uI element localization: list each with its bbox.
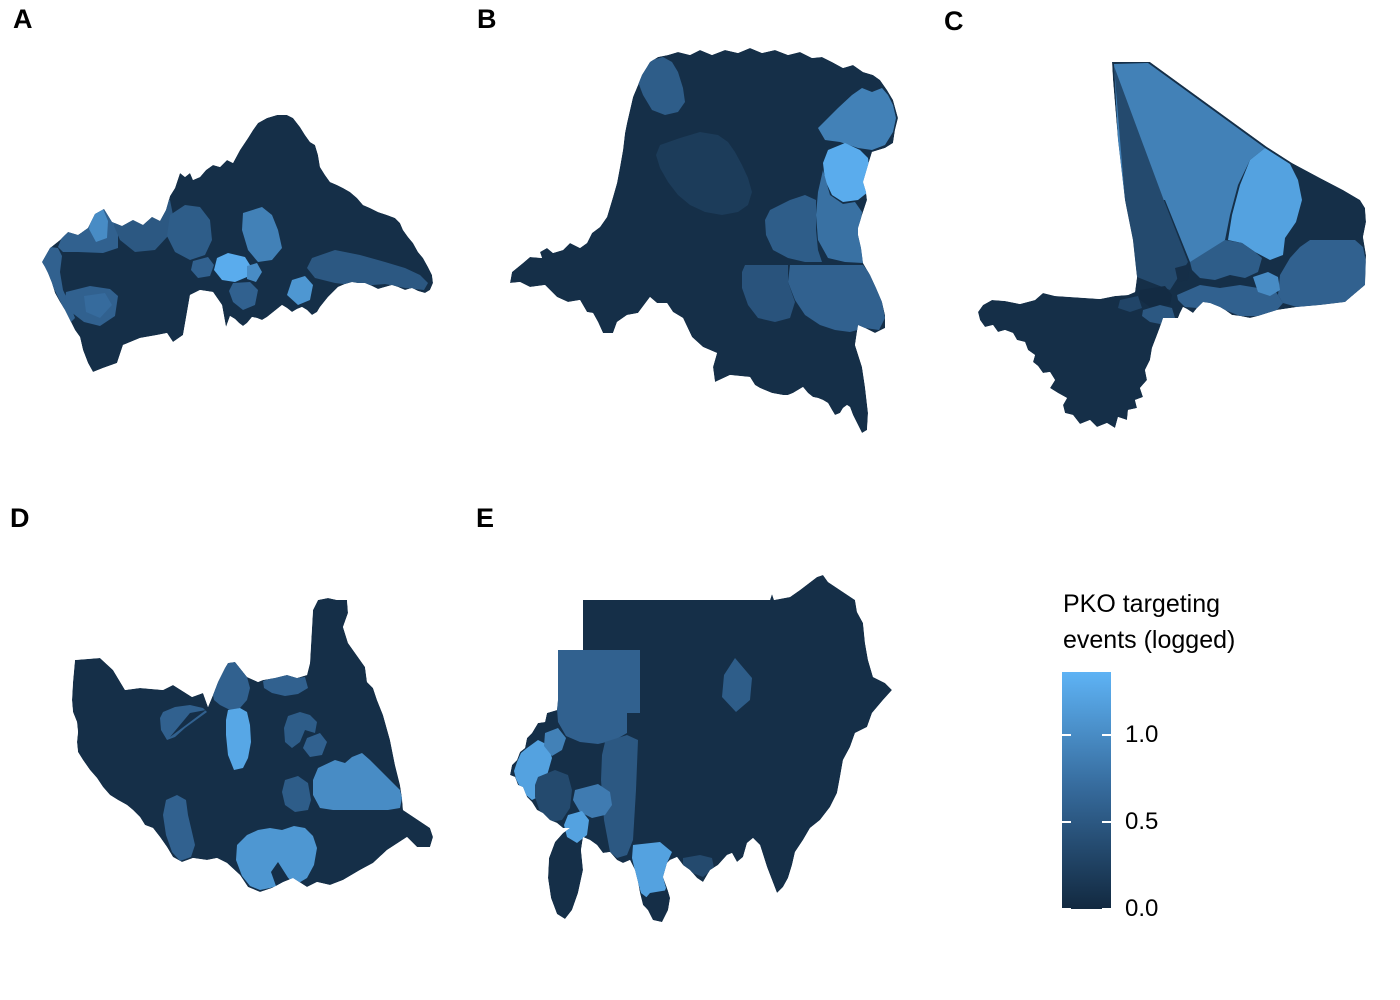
country-outline-d bbox=[72, 598, 433, 892]
legend-title-line2: events (logged) bbox=[1063, 626, 1236, 654]
legend-colorbar bbox=[1062, 672, 1111, 909]
admin-region bbox=[632, 842, 672, 900]
legend-tick-label: 0.5 bbox=[1125, 807, 1159, 835]
panel-label-d: D bbox=[10, 503, 30, 533]
legend-tick-label: 1.0 bbox=[1125, 720, 1159, 748]
map-panel-e bbox=[510, 575, 892, 922]
panel-label-e: E bbox=[476, 503, 495, 533]
admin-region bbox=[644, 890, 670, 922]
admin-region bbox=[556, 650, 640, 744]
admin-region bbox=[788, 265, 885, 332]
admin-region bbox=[1139, 286, 1172, 307]
admin-region bbox=[229, 282, 258, 310]
admin-region bbox=[1190, 240, 1262, 280]
map-panel-d bbox=[72, 598, 433, 892]
admin-region bbox=[236, 826, 317, 890]
admin-region bbox=[84, 293, 112, 318]
admin-region bbox=[191, 257, 214, 278]
legend-tick-mark bbox=[1062, 820, 1071, 823]
panel-label-a: A bbox=[13, 4, 33, 34]
admin-region bbox=[1114, 66, 1188, 290]
admin-region bbox=[1177, 283, 1283, 316]
admin-region bbox=[163, 795, 195, 861]
country-outline-a bbox=[42, 115, 433, 372]
admin-region bbox=[58, 208, 118, 253]
legend-tick-mark bbox=[1102, 733, 1111, 736]
admin-region bbox=[564, 811, 589, 843]
admin-region bbox=[263, 675, 308, 696]
map-panel-c bbox=[978, 62, 1366, 428]
panel-label-b: B bbox=[477, 4, 497, 34]
admin-region bbox=[823, 143, 870, 202]
admin-region bbox=[722, 658, 752, 712]
legend-tick-label: 0.0 bbox=[1125, 895, 1159, 922]
admin-region bbox=[601, 735, 638, 858]
admin-region bbox=[247, 263, 262, 282]
admin-region bbox=[1118, 296, 1142, 312]
country-outline-b bbox=[510, 48, 898, 433]
legend-title: PKO targeting events (logged) bbox=[1063, 586, 1235, 658]
admin-region bbox=[287, 276, 313, 305]
admin-region bbox=[226, 708, 251, 770]
admin-region bbox=[742, 265, 795, 322]
admin-region bbox=[1228, 148, 1302, 260]
legend: PKO targeting events (logged) 1.0 0.5 0.0 bbox=[1040, 570, 1400, 970]
admin-region bbox=[303, 733, 327, 757]
admin-region bbox=[1175, 264, 1190, 282]
admin-region bbox=[170, 710, 206, 737]
admin-region bbox=[1253, 272, 1280, 296]
admin-region bbox=[535, 770, 572, 822]
admin-region bbox=[284, 712, 317, 748]
admin-region bbox=[765, 195, 822, 262]
admin-region bbox=[282, 776, 311, 812]
admin-region bbox=[1278, 240, 1366, 307]
legend-title-line1: PKO targeting bbox=[1063, 590, 1221, 618]
admin-region bbox=[242, 207, 282, 262]
legend-tick-mark bbox=[1062, 908, 1071, 910]
legend-tick-mark bbox=[1062, 733, 1071, 736]
admin-region bbox=[213, 662, 250, 710]
admin-region bbox=[271, 862, 292, 886]
legend-tick-mark bbox=[1102, 820, 1111, 823]
map-panel-b bbox=[510, 48, 898, 433]
admin-region bbox=[818, 88, 896, 150]
panel-label-c: C bbox=[944, 6, 964, 36]
admin-region bbox=[816, 170, 863, 263]
admin-region bbox=[167, 205, 212, 260]
admin-region bbox=[89, 209, 108, 242]
admin-region bbox=[656, 132, 752, 215]
admin-region bbox=[313, 753, 402, 810]
admin-region bbox=[307, 250, 428, 290]
admin-region bbox=[544, 728, 566, 756]
admin-region bbox=[638, 57, 685, 115]
legend-tick-mark bbox=[1102, 908, 1111, 910]
map-panel-a bbox=[42, 115, 433, 372]
admin-region bbox=[1114, 63, 1265, 262]
admin-region bbox=[573, 784, 612, 818]
admin-region bbox=[214, 253, 250, 282]
admin-region bbox=[683, 855, 714, 877]
